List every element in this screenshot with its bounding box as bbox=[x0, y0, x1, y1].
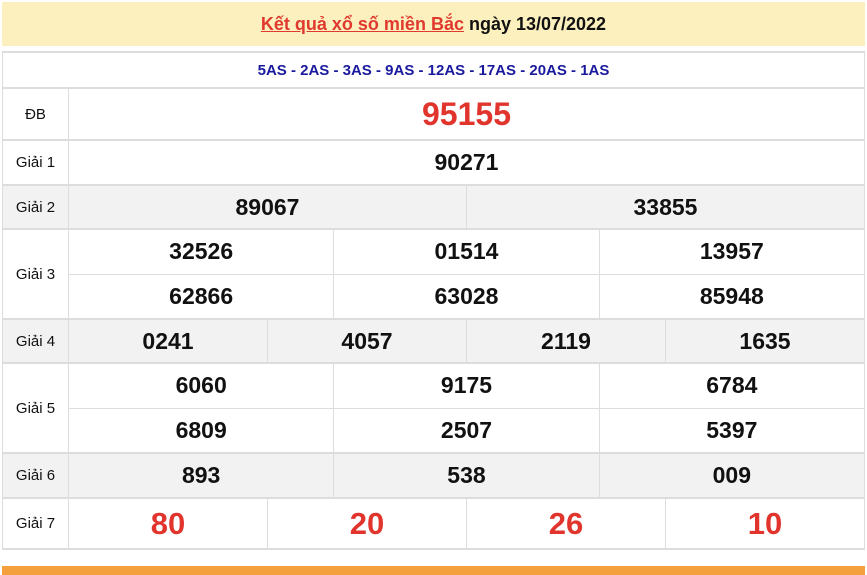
prize-number: 009 bbox=[598, 454, 864, 497]
prize-number: 4057 bbox=[267, 320, 466, 362]
prize-number: 63028 bbox=[333, 274, 598, 318]
prize-label: Giải 5 bbox=[3, 364, 69, 452]
prize-number: 32526 bbox=[169, 238, 234, 265]
prize-number: 26 bbox=[466, 499, 665, 548]
prize-row: ĐB 95155 bbox=[3, 89, 864, 141]
ticket-codes: 5AS - 2AS - 3AS - 9AS - 12AS - 17AS - 20… bbox=[3, 53, 864, 89]
prize-number: 9175 bbox=[333, 364, 598, 408]
prize-number: 80 bbox=[150, 505, 186, 541]
prize-number: 33855 bbox=[466, 186, 864, 228]
prize-number: 0241 bbox=[142, 327, 194, 354]
prize-number: 20 bbox=[267, 499, 466, 548]
prize-label: Giải 4 bbox=[3, 320, 69, 362]
prize-row: Giải 7 80 20 26 10 bbox=[3, 499, 864, 550]
prize-number: 6784 bbox=[598, 364, 864, 408]
prize-row: Giải 5 6060 9175 6784 6809 2507 5397 bbox=[3, 364, 864, 454]
prize-row: Giải 1 90271 bbox=[3, 141, 864, 186]
prize-number: 6060 bbox=[175, 372, 227, 399]
prize-number: 85948 bbox=[598, 274, 864, 318]
prize-label: Giải 3 bbox=[3, 230, 69, 318]
prize-number: 89067 bbox=[235, 193, 300, 220]
prize-number: 6809 bbox=[175, 416, 227, 443]
results-table: 5AS - 2AS - 3AS - 9AS - 12AS - 17AS - 20… bbox=[2, 51, 865, 550]
prize-label: Giải 7 bbox=[3, 499, 69, 548]
prize-label: Giải 6 bbox=[3, 454, 69, 497]
prize-label: ĐB bbox=[3, 89, 69, 139]
prize-number: 893 bbox=[181, 462, 221, 488]
prize-number: 2119 bbox=[466, 320, 665, 362]
prize-number: 95155 bbox=[422, 95, 511, 132]
prize-number: 5397 bbox=[598, 408, 864, 452]
prize-number: 13957 bbox=[598, 230, 864, 274]
prize-number: 01514 bbox=[333, 230, 598, 274]
prize-row: Giải 6 893 538 009 bbox=[3, 454, 864, 499]
prize-number: 90271 bbox=[434, 149, 499, 175]
title-date: ngày 13/07/2022 bbox=[463, 14, 607, 34]
prize-number: 10 bbox=[665, 499, 864, 548]
prize-number: 1635 bbox=[665, 320, 864, 362]
prize-row: Giải 3 32526 01514 13957 62866 63028 85948 bbox=[3, 230, 864, 320]
prize-row: Giải 2 89067 33855 bbox=[3, 186, 864, 230]
prize-label: Giải 1 bbox=[3, 141, 69, 184]
prize-row: Giải 4 0241 4057 2119 1635 bbox=[3, 320, 864, 364]
prize-number: 538 bbox=[333, 454, 598, 497]
prize-label: Giải 2 bbox=[3, 186, 69, 228]
title-link[interactable]: Kết quả xổ số miền Bắc bbox=[260, 14, 464, 34]
prize-number: 2507 bbox=[333, 408, 598, 452]
prize-number: 62866 bbox=[169, 282, 234, 309]
page-title: Kết quả xổ số miền Bắc ngày 13/07/2022 bbox=[2, 2, 865, 46]
footer-bar bbox=[2, 566, 865, 575]
